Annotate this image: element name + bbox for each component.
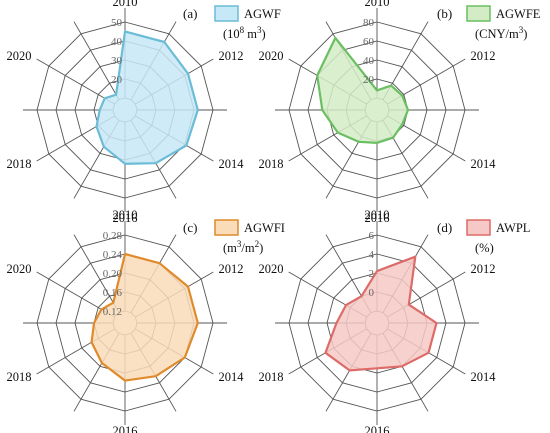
legend-unit: (CNY/m3) [475,25,527,41]
year-axis-label: 2018 [259,157,284,171]
year-axis-label: 2010 [113,0,138,9]
legend-label: AWPL [496,221,530,235]
year-axis-label: 2020 [7,262,32,276]
radial-tick-label: 40 [111,36,123,48]
radar-panel-awpl: 0 2 4 6 2010 2012 2014 2016 2018 2020 (d) AWPL(%) [259,208,531,433]
year-axis-label: 2020 [7,49,32,63]
radar-panel-agwf: 20 30 40 50 2010 2012 2014 2016 2018 2020 (a) AGWF (… [7,0,281,225]
year-axis-label: 2018 [7,370,32,384]
legend-swatch [466,5,491,22]
radar-panel-agwfe: 20 40 60 80 2010 2012 2014 2016 2018 2020 (b) AGWFE… [259,0,541,225]
series-area-awpl [324,255,438,372]
year-axis-label: 2012 [219,262,244,276]
year-axis-label: 2018 [259,370,284,384]
radial-tick-label: 0.12 [103,306,122,318]
radial-tick-label: 0.16 [103,287,123,299]
legend-swatch [466,219,491,236]
panel-label: (b) [437,6,452,21]
year-axis-label: 2016 [365,424,390,433]
radial-tick-label: 0 [369,287,375,299]
legend-label: AGWFI [244,221,285,235]
radial-tick-label: 6 [369,230,375,242]
radial-tick-label: 80 [363,17,375,29]
radial-tick-label: 50 [111,17,123,29]
legend-unit: (m3/m2) [223,239,263,255]
legend-swatch [214,5,239,22]
year-axis-label: 2020 [259,49,284,63]
year-axis-label: 2014 [219,157,245,171]
year-axis-label: 2016 [365,211,390,225]
year-axis-label: 2020 [259,262,284,276]
year-axis-label: 2012 [471,262,496,276]
legend-unit: (%) [475,241,494,255]
year-axis-label: 2014 [471,157,497,171]
radial-tick-label: 20 [111,74,123,86]
year-axis-label: 2012 [219,49,244,63]
year-axis-label: 2016 [113,211,138,225]
year-axis-label: 2012 [471,49,496,63]
legend-label: AGWFE [496,7,541,21]
year-axis-label: 2016 [113,424,138,433]
grid-spoke [73,234,120,313]
radial-tick-label: 0.28 [103,230,123,242]
panel-label: (d) [437,220,452,235]
radial-tick-label: 4 [369,249,375,261]
legend-swatch [214,219,239,236]
year-axis-label: 2010 [365,0,390,9]
radial-tick-label: 40 [363,55,375,67]
panel-label: (c) [183,220,197,235]
radial-tick-label: 0.24 [103,249,123,261]
radial-tick-label: 60 [363,36,375,48]
grid-spoke [36,58,115,105]
grid-spoke [73,21,120,100]
radar-panel-agwfi: 0.12 0.16 0.20 0.24 0.28 2010 2012 2014 2016 2018… [7,208,285,433]
legend-label: AGWF [244,7,281,21]
year-axis-label: 2018 [7,157,32,171]
series-area-agwfe [316,36,410,144]
series-area-agwf [95,30,199,165]
radial-tick-label: 30 [111,55,123,67]
panel-label: (a) [183,6,197,21]
series-area-agwfi [90,252,199,382]
legend-unit: (108 m3) [223,25,266,41]
year-axis-label: 2014 [471,370,497,384]
year-axis-label: 2014 [219,370,245,384]
year-axis-label: 2010 [365,208,390,222]
radial-tick-label: 0.20 [103,268,123,280]
radial-tick-label: 2 [369,268,375,280]
radial-tick-label: 20 [363,74,375,86]
year-axis-label: 2010 [113,208,138,222]
